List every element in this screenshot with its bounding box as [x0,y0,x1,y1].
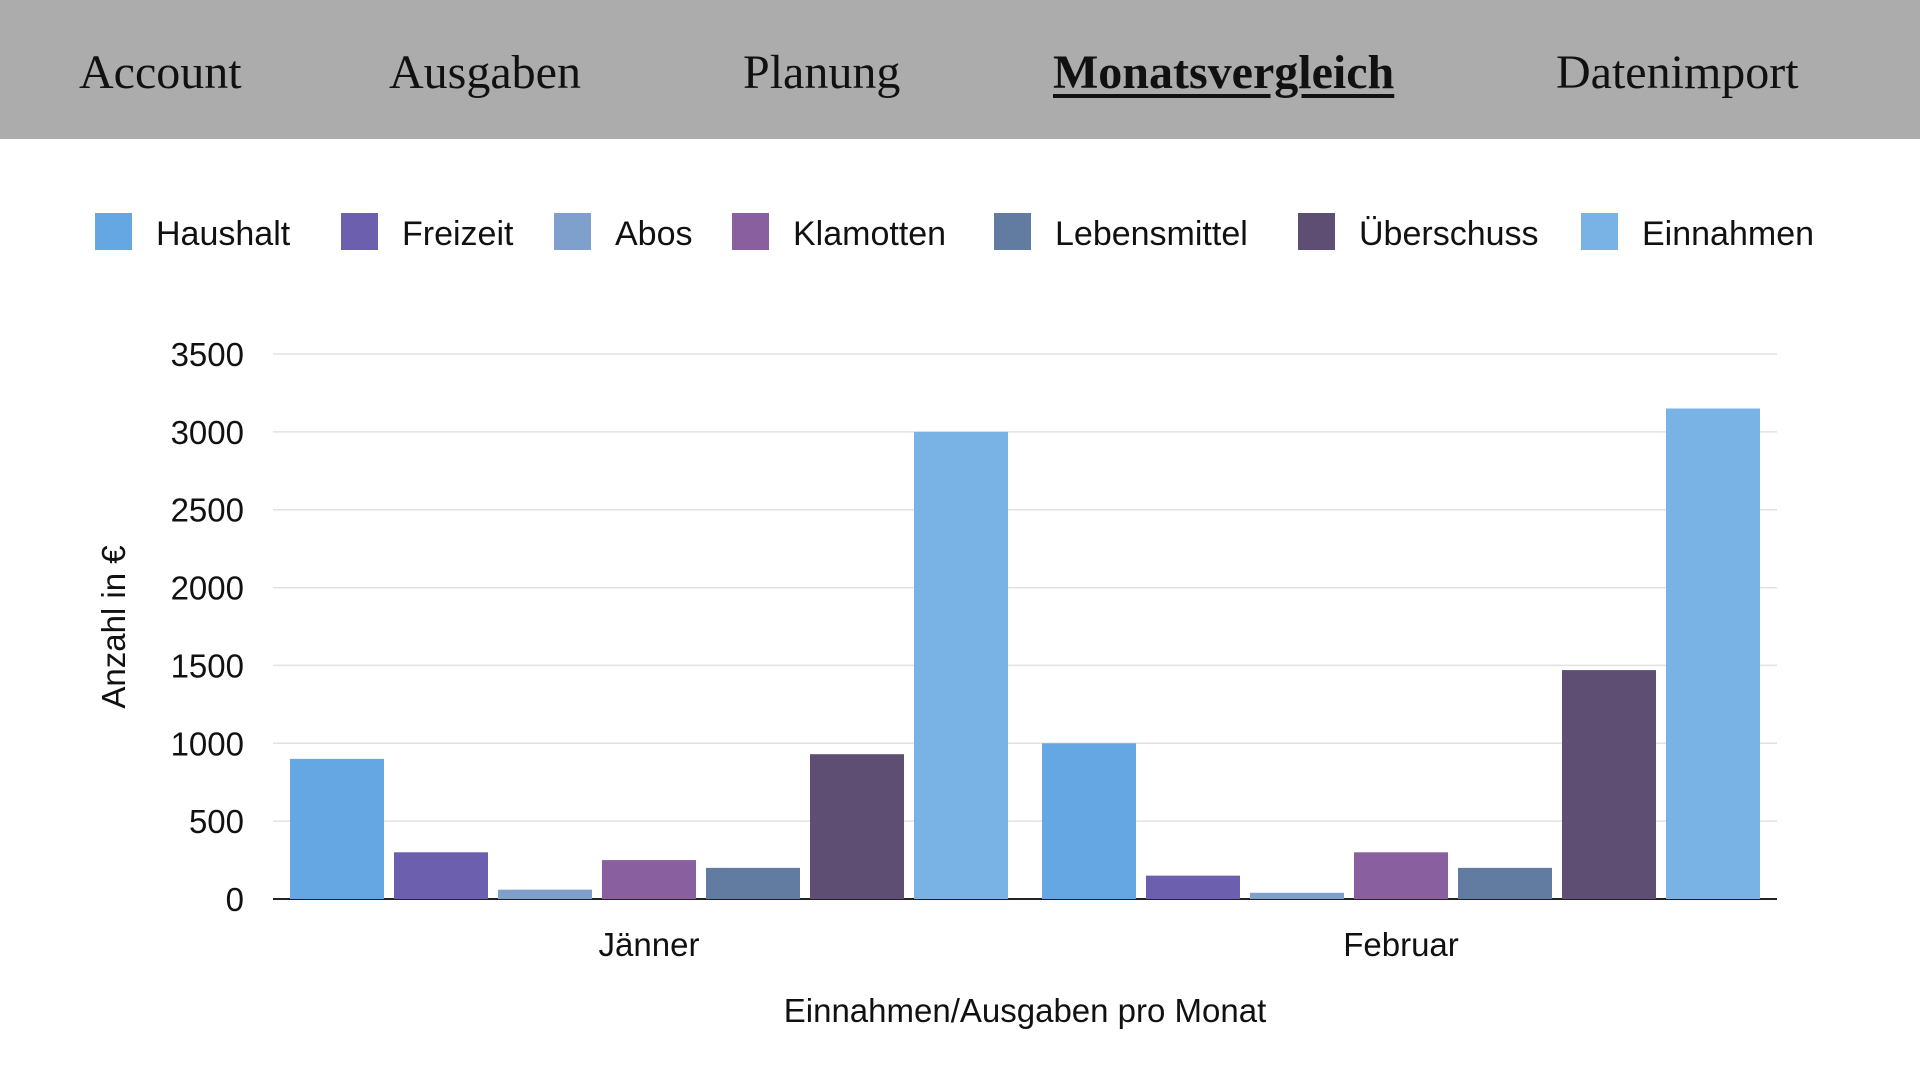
legend-swatch [341,213,378,250]
x-axis-ticks: Jänner Februar [599,926,1459,963]
legend-swatch [994,213,1031,250]
y-tick-label: 3500 [171,336,244,373]
y-tick-label: 2500 [171,492,244,529]
bar [1458,867,1552,899]
y-tick-label: 2000 [171,570,244,607]
nav-monatsvergleich[interactable]: Monatsvergleich [1053,46,1395,99]
legend-swatch [95,213,132,250]
y-axis-ticks: 0 500 1000 1500 2000 2500 3000 3500 [171,336,244,918]
bar [602,860,696,899]
legend-swatch [1581,213,1618,250]
y-tick-label: 1500 [171,647,244,684]
legend-label: Lebensmittel [1055,215,1248,253]
y-tick-label: 500 [189,803,244,840]
bar [1146,875,1240,899]
x-tick-label: Jänner [599,926,700,963]
legend-swatch [732,213,769,250]
legend-swatch [1298,213,1335,250]
nav-ausgaben[interactable]: Ausgaben [389,46,581,99]
bar [498,889,592,899]
bar [290,758,384,899]
legend-label: Überschuss [1359,215,1539,253]
y-tick-label: 3000 [171,414,244,451]
bar [1354,852,1448,899]
legend-swatch [554,213,591,250]
bar [1250,892,1344,899]
bar [914,431,1008,899]
bar [1042,743,1136,899]
bar [394,852,488,899]
bar [706,867,800,899]
chart-bars [290,408,1760,899]
x-axis-title: Einnahmen/Ausgaben pro Monat [784,992,1267,1029]
y-axis-title: Anzahl in € [95,545,132,708]
y-tick-label: 1000 [171,725,244,762]
bar-chart: Haushalt Freizeit Abos Klamotten Lebensmitte… [95,213,1814,1029]
nav-planung[interactable]: Planung [743,46,901,99]
bar [1666,408,1760,899]
nav-datenimport[interactable]: Datenimport [1556,46,1799,99]
bar [810,754,904,899]
legend-label: Abos [615,215,693,253]
legend-label: Klamotten [793,215,946,253]
legend-label: Haushalt [156,215,291,253]
legend-label: Freizeit [402,215,514,253]
x-tick-label: Februar [1343,926,1459,963]
legend-label: Einnahmen [1642,215,1814,253]
y-tick-label: 0 [226,881,244,918]
nav-account[interactable]: Account [79,46,242,99]
top-navigation: Account Ausgaben Planung Monatsvergleich… [0,0,1920,139]
chart-grid [273,353,1777,900]
bar [1562,670,1656,899]
chart-legend: Haushalt Freizeit Abos Klamotten Lebensmitte… [95,213,1814,253]
